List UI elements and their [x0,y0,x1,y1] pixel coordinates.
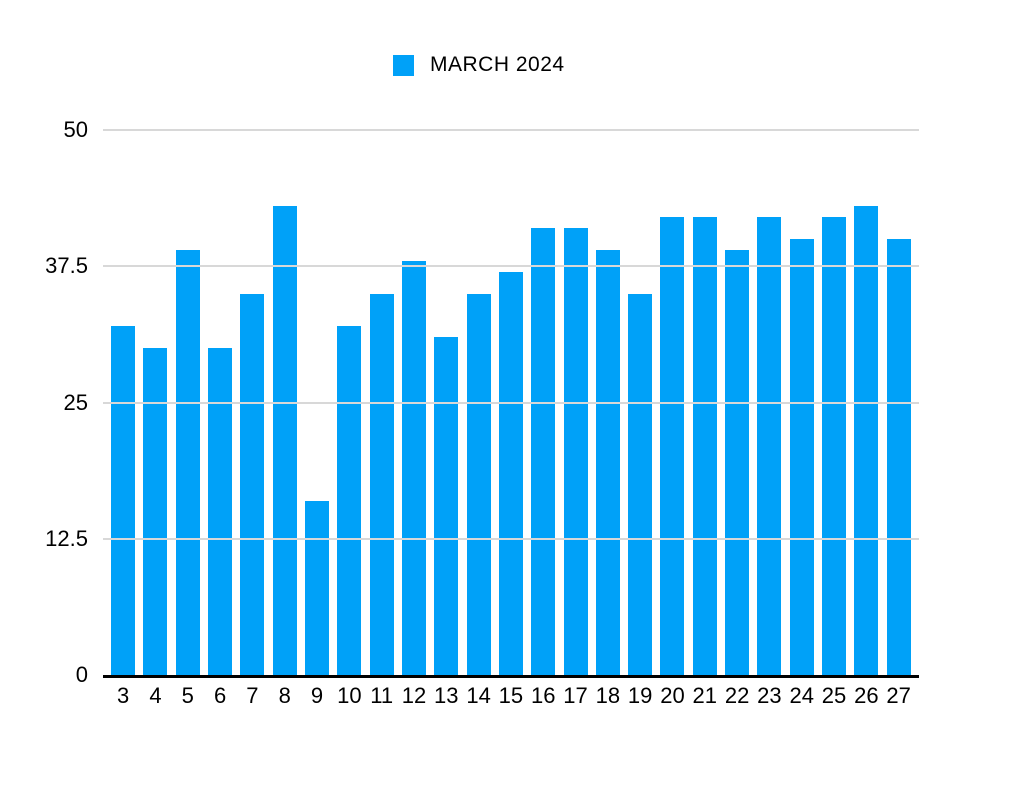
x-axis-tick-label: 17 [563,683,588,708]
x-axis-tick-label: 6 [213,683,227,708]
bar-cell-day-12 [398,130,430,675]
bar-day-4 [143,348,168,675]
x-axis-tick-label: 27 [886,683,911,708]
bar-day-17 [563,228,588,675]
bar-cell-day-23 [753,130,785,675]
bar-cell-day-27 [883,130,915,675]
bar-cell-day-16 [527,130,559,675]
x-axis-tick-label: 19 [627,683,653,708]
plot-area [103,129,919,678]
gridline-12.5 [103,537,919,540]
bar-cell-day-8 [269,130,301,675]
bar-cell-day-25 [818,130,850,675]
bar-day-6 [208,348,233,675]
bar-cell-day-26 [850,130,882,675]
bar-cell-day-13 [430,130,462,675]
x-axis-tick-label: 22 [724,683,750,708]
gridline-25 [103,401,919,404]
bar-cell-day-14 [462,130,494,675]
bar-day-23 [757,217,782,675]
bar-cell-day-17 [559,130,591,675]
x-axis-tick-label: 13 [434,683,459,708]
bar-day-19 [628,293,653,675]
legend-label: MARCH 2024 [430,53,565,76]
bar-day-14 [466,293,491,675]
x-axis-tick-label: 24 [789,683,814,708]
y-axis-tick-label: 0 [75,662,88,687]
bar-day-21 [692,217,717,675]
bar-day-22 [725,249,750,675]
bar-day-15 [498,271,523,675]
bar-cell-day-24 [786,130,818,675]
bar-cell-day-9 [301,130,333,675]
bar-day-10 [337,326,362,675]
x-axis-labels: 3 4 5 6 7 8 9 10 11 12 13 14 15 16 17 18 19 20 21 22 23 24 25 2… [103,683,919,709]
bar-day-27 [886,239,911,675]
x-axis-tick-label: 25 [821,683,847,708]
bar-cell-day-22 [721,130,753,675]
y-axis-tick-label: 12.5 [45,525,88,551]
bar-day-8 [272,206,297,675]
x-axis-tick-label: 4 [149,683,162,708]
x-axis-tick-label: 9 [310,683,324,708]
x-axis-tick-label: 7 [246,683,259,708]
bar-cell-day-18 [592,130,624,675]
x-axis-tick-label: 14 [466,683,491,708]
x-axis-tick-label: 20 [660,683,685,708]
bar-day-16 [531,228,556,675]
bar-day-11 [369,293,394,675]
bar-day-3 [111,326,136,675]
bar-day-25 [822,217,847,675]
x-axis-tick-label: 3 [117,683,130,708]
bar-cell-day-11 [366,130,398,675]
x-axis-tick-label: 11 [370,683,394,708]
x-axis-tick-label: 12 [401,683,427,708]
legend-color-swatch-icon [393,54,414,76]
chart-legend: MARCH 2024 [393,53,565,77]
bar-cell-day-15 [495,130,527,675]
bar-cell-day-21 [689,130,721,675]
bar-cell-day-19 [624,130,656,675]
bar-cell-day-10 [333,130,365,675]
bar-day-26 [854,206,879,675]
x-axis-tick-label: 10 [337,683,362,708]
bar-cell-day-7 [236,130,268,675]
bar-day-9 [305,500,330,675]
y-axis-tick-label: 50 [63,117,88,142]
bar-cell-day-5 [172,130,204,675]
bar-cell-day-20 [656,130,688,675]
x-axis-tick-label: 23 [757,683,782,708]
x-axis-tick-label: 26 [854,683,879,708]
gridline-37.5 [103,265,919,268]
bar-day-5 [175,249,200,675]
gridline-50 [103,129,919,131]
bar-day-13 [434,337,459,675]
x-axis-tick-label: 8 [278,683,291,708]
x-axis-tick-label: 15 [498,683,524,708]
y-axis-tick-label: 25 [63,389,88,415]
x-axis-tick-label: 5 [181,683,194,708]
y-axis-tick-label: 37.5 [45,253,88,279]
x-axis-tick-label: 21 [692,683,718,708]
bar-day-24 [789,239,814,675]
bar-day-20 [660,217,685,675]
x-axis-tick-label: 16 [530,683,556,708]
bar-cell-day-3 [107,130,139,675]
bar-day-7 [240,293,265,675]
bar-day-18 [595,249,620,675]
x-axis-tick-label: 18 [595,683,621,708]
bar-day-12 [401,260,426,675]
